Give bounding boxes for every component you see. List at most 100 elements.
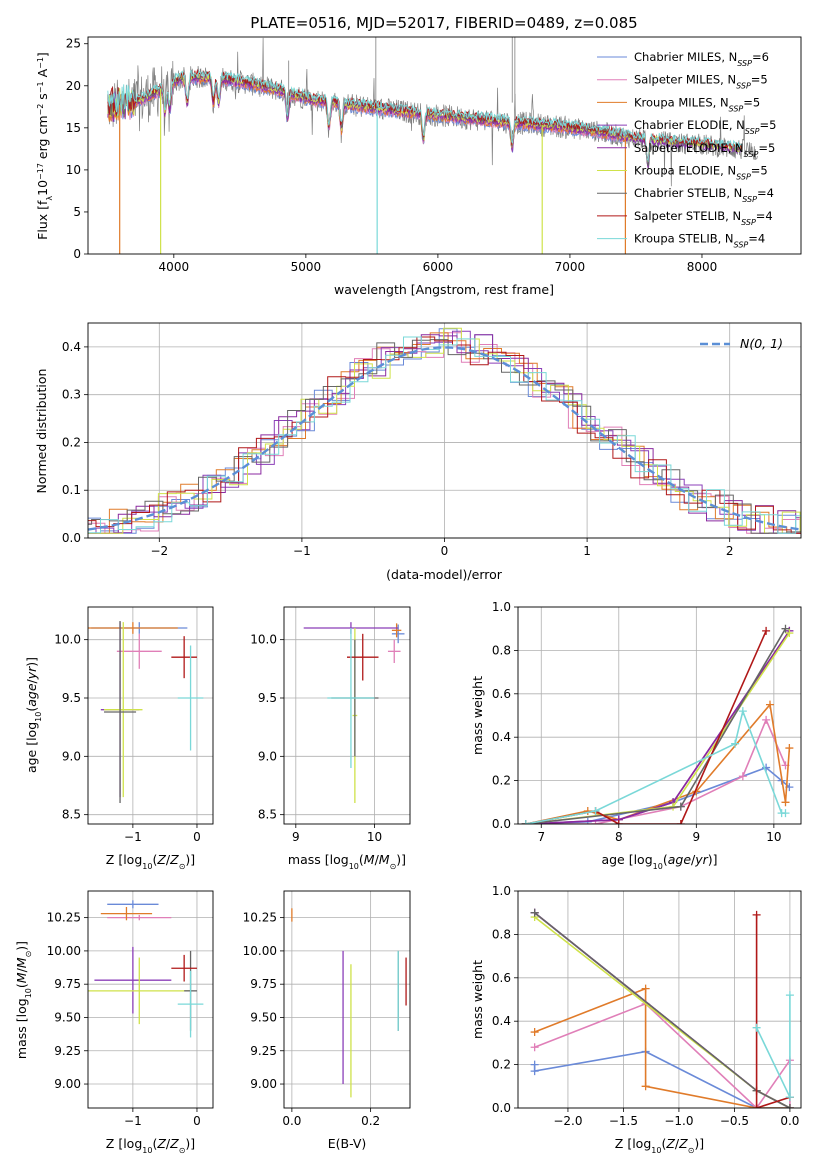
marker-kroupa-stelib <box>785 991 794 1000</box>
marker-salpeter-stelib <box>762 626 771 635</box>
y-axis-label: Flux [fλ10−17 erg cm−2 s−1 A−1] <box>35 52 54 240</box>
legend-label: Kroupa STELIB, NSSP=4 <box>634 232 765 250</box>
marker-chabrier-stelib <box>530 908 539 917</box>
line-kroupa-elodie <box>534 916 791 1108</box>
x-tick-label: 0.0 <box>780 1114 799 1128</box>
panel-massweight-vs-Z: −2.0 −1.5 −1.0 −0.5 0.0 0.0 0.2 0.4 0.6 0.8 1.0 Z [… <box>470 884 802 1155</box>
legend-label: Salpeter MILES, NSSP=5 <box>634 73 768 91</box>
marker-chabrier-miles <box>530 1067 539 1076</box>
legend-label: Salpeter ELODIE, NSSP=5 <box>634 141 775 159</box>
x-tick-label: 10 <box>367 830 382 844</box>
marker-kroupa-stelib <box>591 806 600 815</box>
hist-salpeter-stelib <box>88 336 801 534</box>
marker-kroupa-miles <box>530 1028 539 1037</box>
y-tick-label: 0.2 <box>492 1058 511 1072</box>
y-tick-label: 10 <box>66 163 81 177</box>
y-tick-label: 0.4 <box>62 340 81 354</box>
y-tick-label: 9.5 <box>258 691 277 705</box>
marker-chabrier-stelib <box>676 802 685 811</box>
y-axis-label: mass weight <box>470 960 485 1039</box>
marker-kroupa-miles <box>641 984 650 993</box>
y-tick-label: 9.50 <box>54 1010 81 1024</box>
x-tick-label: 8 <box>615 830 623 844</box>
axes-frame <box>87 322 802 539</box>
y-tick-label: 10.0 <box>250 633 277 647</box>
marker-kroupa-miles <box>765 700 774 709</box>
y-tick-label: 10.25 <box>243 911 277 925</box>
marker-salpeter-stelib <box>752 1104 761 1108</box>
x-axis-label: age [log10(age/yr)] <box>601 852 717 871</box>
y-tick-label: 0.4 <box>492 730 511 744</box>
y-tick-label: 10.25 <box>47 911 81 925</box>
marker-kroupa-stelib <box>785 1093 794 1102</box>
marker-kroupa-miles <box>583 806 592 815</box>
axes-frame <box>517 606 802 825</box>
legend-spectrum: Chabrier MILES, NSSP=6 Salpeter MILES, NS… <box>597 50 776 249</box>
plot-area-mass-vs-Z <box>88 900 204 1038</box>
marker-kroupa-stelib <box>781 809 790 818</box>
y-tick-label: 0.2 <box>62 435 81 449</box>
axes-frame <box>87 606 214 825</box>
legend-label: Chabrier MILES, NSSP=6 <box>634 50 769 68</box>
y-tick-label: 9.0 <box>62 749 81 763</box>
x-axis-label: Z [log10(Z/Z⊙)] <box>106 1136 195 1155</box>
y-tick-label: 10.00 <box>243 944 277 958</box>
marker-salpeter-stelib <box>752 910 761 919</box>
x-tick-label: 5000 <box>291 260 322 274</box>
line-salpeter-miles <box>525 717 787 824</box>
hist-kroupa-stelib <box>88 336 801 534</box>
y-tick-label: 0.8 <box>492 927 511 941</box>
x-tick-label: −0.5 <box>720 1114 749 1128</box>
y-tick-label: 8.5 <box>258 808 277 822</box>
x-tick-label: 8000 <box>687 260 718 274</box>
axes-frame <box>87 890 214 1109</box>
x-tick-label: −1 <box>293 544 311 558</box>
y-tick-label: 8.5 <box>62 808 81 822</box>
y-tick-label: 25 <box>66 37 81 51</box>
y-tick-label: 9.5 <box>62 691 81 705</box>
legend-label: Kroupa ELODIE, NSSP=5 <box>634 164 768 182</box>
model-line-salpeter-miles <box>107 76 626 152</box>
marker-kroupa-stelib <box>731 739 740 748</box>
line-kroupa-stelib <box>755 995 791 1098</box>
marker-salpeter-stelib <box>614 820 623 824</box>
axes-frame <box>517 890 802 1109</box>
marker-kroupa-stelib <box>521 820 530 824</box>
y-axis-label: age [log10(age/yr)] <box>24 657 43 773</box>
y-tick-label: 5 <box>73 205 81 219</box>
x-axis-label: E(B-V) <box>328 1136 367 1151</box>
line-chabrier-stelib <box>525 628 787 824</box>
x-tick-label: −2 <box>150 544 168 558</box>
x-tick-label: −1 <box>124 1114 142 1128</box>
x-axis-label: mass [log10(M/M⊙)] <box>288 852 406 871</box>
hist-chabrier-miles <box>88 328 801 534</box>
x-tick-label: 6000 <box>423 260 454 274</box>
y-tick-label: 9.75 <box>250 977 277 991</box>
line-salpeter-stelib <box>755 914 791 1108</box>
panel-spectrum: 4000 5000 6000 7000 8000 0 5 10 15 20 25 Chabrier M… <box>35 36 802 297</box>
y-axis-label: mass weight <box>470 676 485 755</box>
y-tick-label: 0 <box>73 247 81 261</box>
panel-mass-vs-EBV: 0.0 0.2 9.00 9.25 9.50 9.75 10.00 10.25 E(B-V) <box>243 890 411 1151</box>
marker-chabrier-stelib <box>785 1104 794 1108</box>
line-chabrier-elodie <box>534 912 791 1108</box>
x-tick-label: 0.0 <box>282 1114 301 1128</box>
panel-massweight-vs-age: 7 8 9 10 0.0 0.2 0.4 0.6 0.8 1.0 age [log10(age/yr… <box>470 600 802 871</box>
x-tick-label: 7000 <box>555 260 586 274</box>
x-tick-label: 4000 <box>159 260 190 274</box>
y-tick-label: 1.0 <box>492 884 511 898</box>
y-tick-label: 10.0 <box>54 633 81 647</box>
x-tick-label: 9 <box>693 830 701 844</box>
marker-kroupa-stelib <box>752 1023 761 1032</box>
y-tick-label: 1.0 <box>492 600 511 614</box>
y-tick-label: 0.6 <box>492 971 511 985</box>
figure-title: PLATE=0516, MJD=52017, FIBERID=0489, z=0… <box>250 14 637 32</box>
y-tick-label: 0.8 <box>492 643 511 657</box>
line-salpeter-miles <box>534 1002 791 1108</box>
y-tick-label: 0.3 <box>62 388 81 402</box>
line-salpeter-stelib <box>525 630 767 824</box>
x-tick-label: −1 <box>124 830 142 844</box>
line-kroupa-miles <box>525 702 791 824</box>
x-tick-label: 9 <box>292 830 300 844</box>
